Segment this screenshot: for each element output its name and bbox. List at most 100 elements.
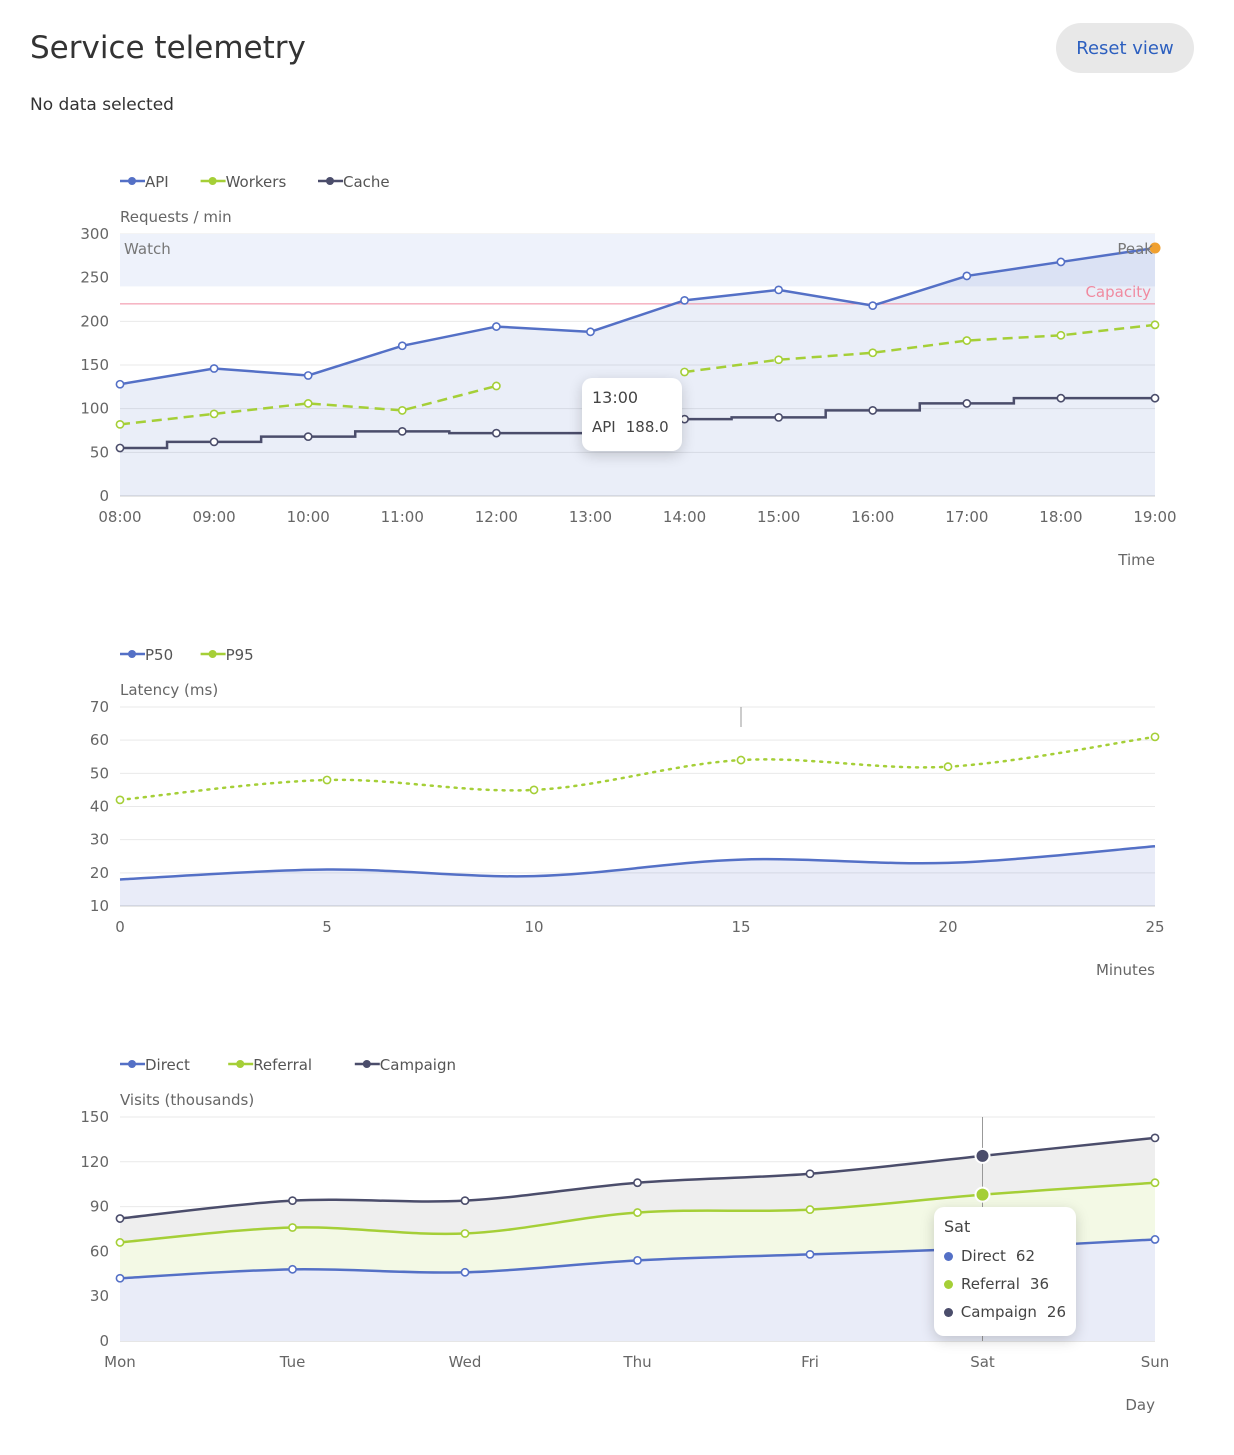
legend-item-workers[interactable]: Workers — [200, 173, 287, 191]
referral-point — [633, 1208, 642, 1217]
x-tick-label: 15:00 — [757, 508, 800, 526]
direct-point — [288, 1264, 297, 1274]
legend-item-campaign[interactable]: Campaign — [354, 1056, 456, 1074]
api-point — [868, 301, 878, 311]
tooltip-series-name: API — [592, 418, 616, 436]
p95-point — [1150, 732, 1160, 742]
direct-point — [805, 1249, 815, 1259]
legend-label: P50 — [145, 646, 173, 664]
p95-point — [529, 785, 539, 795]
selection-status: No data selected — [30, 95, 174, 115]
referral-point — [1150, 1178, 1160, 1188]
y-tick-label: 200 — [80, 312, 109, 330]
capacity-label: Capacity — [1085, 283, 1151, 301]
x-tick-label: 11:00 — [381, 508, 424, 526]
tooltip-row: Direct 62 — [944, 1242, 1066, 1270]
y-tick-label: 100 — [80, 400, 109, 418]
cache-point — [962, 399, 972, 408]
api-line — [119, 246, 1156, 386]
direct-point — [460, 1267, 470, 1277]
api-point — [209, 364, 219, 373]
y-tick-label: 20 — [90, 864, 109, 882]
x-tick-label: 20 — [938, 918, 957, 936]
peak-label: Peak — [1117, 240, 1153, 258]
workers-point — [397, 406, 407, 415]
referral-point — [115, 1238, 125, 1247]
x-tick-label: 19:00 — [1133, 508, 1176, 526]
hover-point-campaign — [974, 1147, 991, 1164]
visits-chart[interactable]: 0 30 60 90 120 150 Mon Tue Wed Thu Fri Sat Sun Visits… — [0, 1030, 1234, 1450]
campaign-point — [805, 1169, 815, 1179]
legend-item-referral[interactable]: Referral — [228, 1056, 312, 1074]
referral-point — [288, 1223, 297, 1232]
p95-point — [115, 795, 125, 805]
workers-point — [1150, 320, 1160, 330]
cache-point — [1150, 393, 1160, 403]
x-tick-label: Mon — [104, 1353, 136, 1371]
latency-chart[interactable]: 10 20 30 40 50 60 70 0 5 10 15 20 25 Latency (ms) Minu… — [0, 620, 1234, 1020]
y-tick-label: 50 — [90, 764, 109, 782]
x-tick-label: 5 — [322, 918, 332, 936]
cache-point — [303, 432, 313, 442]
campaign-point — [115, 1214, 125, 1223]
p95-point — [943, 762, 953, 772]
tooltip-marker-referral — [944, 1279, 953, 1289]
campaign-point — [460, 1196, 470, 1206]
legend-label: Workers — [226, 173, 287, 191]
page-title: Service telemetry — [30, 30, 306, 66]
cache-point — [680, 414, 689, 424]
requests-chart[interactable]: 0 50 100 150 200 250 300 08:00 09:00 10:00 11:00 12… — [0, 0, 1234, 600]
x-tick-label: Sun — [1141, 1353, 1170, 1371]
watch-band — [120, 234, 1155, 287]
hover-point-referral — [974, 1186, 991, 1203]
legend-item-p95[interactable]: P95 — [200, 646, 254, 664]
cache-point — [491, 428, 501, 438]
direct-point — [1150, 1235, 1160, 1244]
y-tick-label: 150 — [80, 356, 109, 374]
tooltip-series-name: Referral — [961, 1275, 1020, 1293]
x-tick-label: 09:00 — [192, 508, 235, 526]
cache-point — [209, 437, 219, 447]
legend-item-api[interactable]: API — [120, 173, 169, 191]
campaign-point — [633, 1178, 642, 1188]
legend-item-cache[interactable]: Cache — [318, 173, 390, 191]
cache-point — [397, 426, 407, 436]
tooltip-value: 26 — [1046, 1303, 1066, 1321]
campaign-point — [288, 1196, 297, 1206]
legend-label: P95 — [226, 646, 254, 664]
cache-point — [868, 406, 878, 415]
x-tick-label: 12:00 — [475, 508, 518, 526]
legend-item-direct[interactable]: Direct — [120, 1056, 190, 1074]
y-tick-label: 60 — [90, 731, 109, 749]
legend-marker — [128, 650, 136, 658]
x-tick-label: 0 — [115, 918, 125, 936]
api-point — [586, 327, 595, 337]
x-tick-label: Fri — [801, 1353, 819, 1371]
peak-marker — [1149, 242, 1161, 254]
tooltip-marker-campaign — [944, 1307, 953, 1317]
y-axis-title: Visits (thousands) — [120, 1091, 254, 1109]
tooltip-row: Referral 36 — [944, 1270, 1066, 1298]
workers-point — [491, 381, 501, 391]
workers-point — [303, 399, 313, 408]
y-tick-label: 0 — [99, 487, 109, 505]
campaign-point — [1150, 1133, 1160, 1143]
legend-label: Campaign — [380, 1056, 456, 1074]
y-tick-label: 120 — [80, 1153, 109, 1171]
x-tick-label: 08:00 — [98, 508, 141, 526]
y-tick-label: 60 — [90, 1242, 109, 1260]
tooltip-title: Sat — [944, 1217, 971, 1236]
tooltip-row: API 188.0 — [592, 413, 672, 441]
legend-label: Cache — [343, 173, 390, 191]
reset-view-button[interactable]: Reset view — [1056, 23, 1194, 73]
x-tick-label: 10 — [524, 918, 543, 936]
legend-label: Referral — [253, 1056, 312, 1074]
legend-marker — [208, 177, 217, 185]
direct-point — [115, 1273, 125, 1283]
tooltip-value: 36 — [1029, 1275, 1050, 1293]
y-tick-label: 90 — [90, 1198, 109, 1216]
legend-item-p50[interactable]: P50 — [120, 646, 173, 664]
api-point — [962, 271, 972, 281]
cache-point — [1056, 393, 1066, 403]
p95-line — [118, 735, 1157, 802]
